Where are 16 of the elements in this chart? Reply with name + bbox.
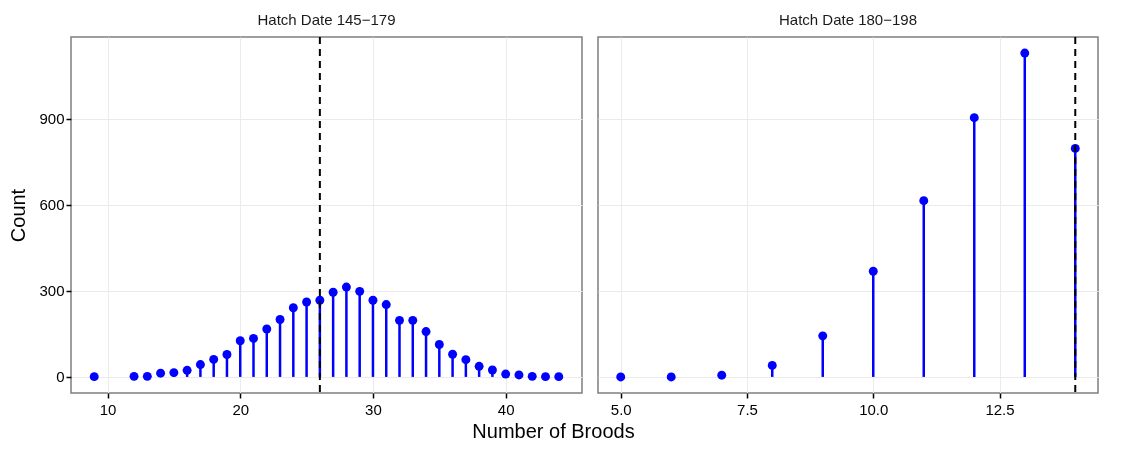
y-tick-label: 900 <box>39 110 65 128</box>
y-axis-title: Count <box>7 188 30 243</box>
x-axis-title: Number of Broods <box>472 419 635 442</box>
x-tick-label: 12.5 <box>985 400 1015 418</box>
x-tick-label: 20 <box>232 400 250 418</box>
chart-title: Hatch Date 145−179 <box>257 11 396 28</box>
chart-title: Hatch Date 180−198 <box>778 11 918 28</box>
x-tick-label: 7.5 <box>737 400 758 418</box>
x-tick-label: 10.0 <box>859 400 889 418</box>
y-tick-label: 300 <box>39 282 65 300</box>
x-tick-label: 30 <box>365 400 382 418</box>
x-tick-label: 5.0 <box>610 400 632 418</box>
x-tick-label: 40 <box>497 400 515 418</box>
x-tick-label: 10 <box>99 400 117 418</box>
y-tick-label: 0 <box>56 368 65 386</box>
y-tick-label: 600 <box>39 196 65 214</box>
